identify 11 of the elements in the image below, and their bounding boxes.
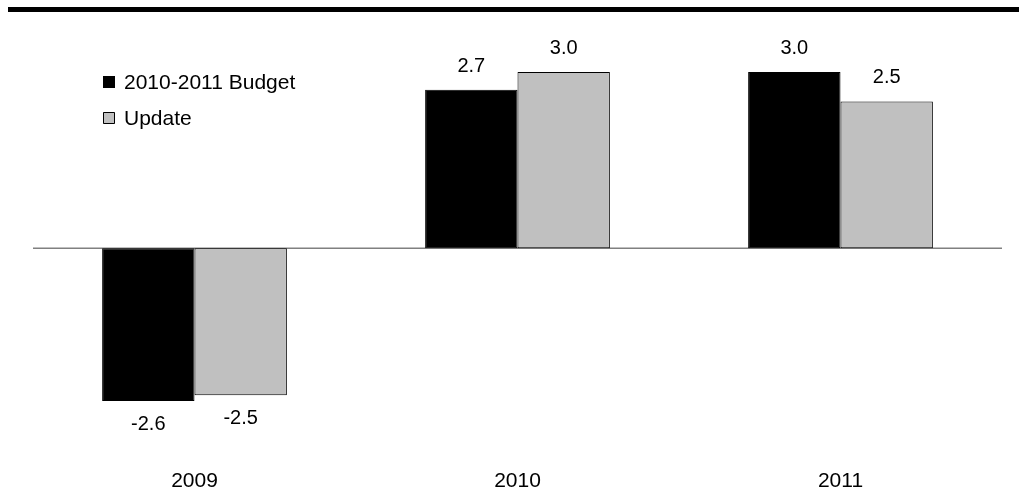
data-label: 2.7 <box>457 53 486 76</box>
legend-label: 2010-2011 Budget <box>124 69 296 93</box>
x-tick-label: 2010 <box>494 468 541 492</box>
data-label: -2.5 <box>223 406 258 429</box>
x-tick-label: 2011 <box>817 468 864 492</box>
x-tick-label: 2009 <box>171 468 218 492</box>
legend-label: Update <box>124 105 192 129</box>
data-label: 3.0 <box>549 36 578 58</box>
data-label: -2.6 <box>131 412 166 434</box>
data-label: 3.0 <box>780 36 809 58</box>
data-label: 2.5 <box>872 65 901 88</box>
